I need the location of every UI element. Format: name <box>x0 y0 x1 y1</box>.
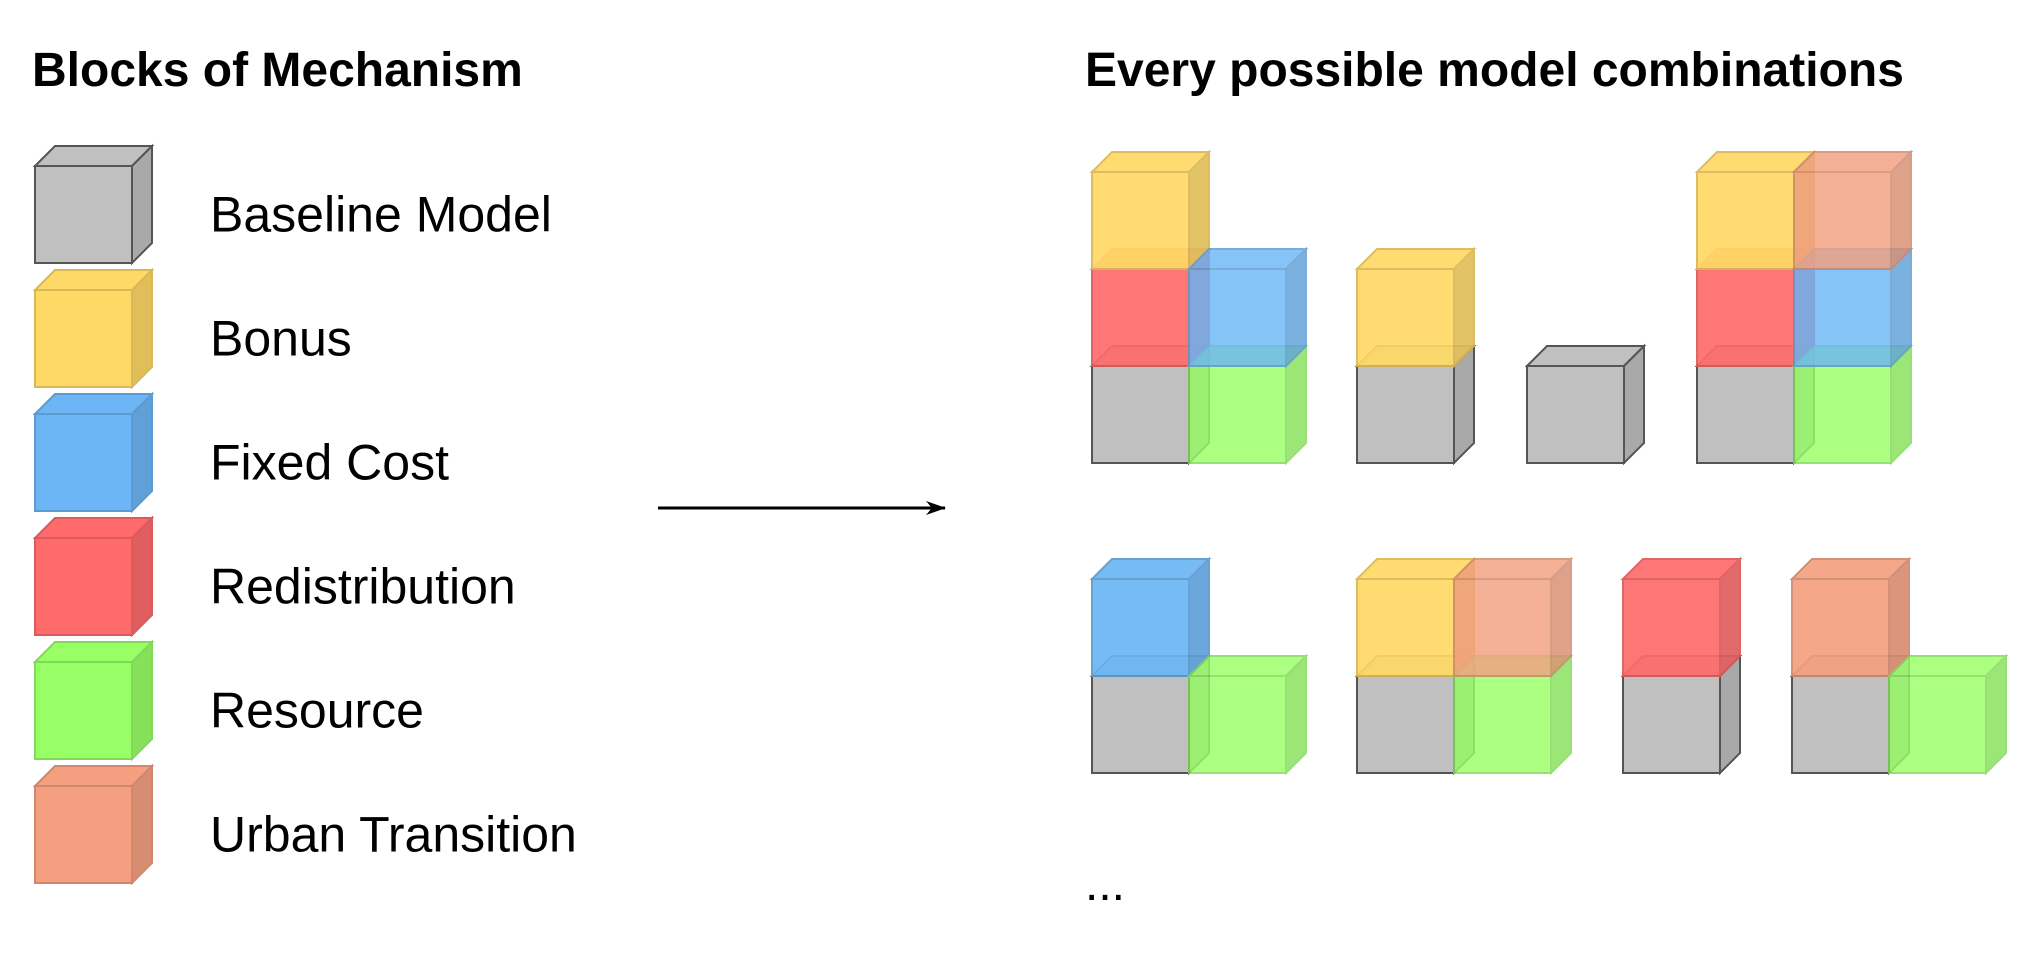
combo-7-cube-redistribution <box>1620 556 1743 679</box>
combination-8 <box>1789 556 2009 776</box>
legend: Baseline Model Bonus Fixed Cost Redistribut… <box>32 143 577 886</box>
legend-label-fixed: Fixed Cost <box>210 435 449 491</box>
legend-cube-urban <box>32 763 155 886</box>
legend-cube-baseline <box>32 143 155 266</box>
combo-5-cube-fixed <box>1089 556 1212 679</box>
combination-2 <box>1354 246 1477 466</box>
combo-3-cube-baseline <box>1524 343 1647 466</box>
combination-3 <box>1524 343 1647 466</box>
combo-1-cube-fixed <box>1186 246 1309 369</box>
legend-cube-resource <box>32 639 155 762</box>
more-combinations-ellipsis: ... <box>1085 858 1125 911</box>
left-title: Blocks of Mechanism <box>32 44 523 97</box>
combination-1 <box>1089 149 1309 466</box>
combo-2-cube-bonus <box>1354 246 1477 369</box>
combination-6 <box>1354 556 1574 776</box>
combo-5-cube-resource <box>1186 653 1309 776</box>
combination-4 <box>1694 149 1914 466</box>
combo-8-cube-resource <box>1886 653 2009 776</box>
combination-7 <box>1620 556 1743 776</box>
combination-5 <box>1089 556 1309 776</box>
combo-6-cube-urban <box>1451 556 1574 679</box>
legend-label-urban: Urban Transition <box>210 807 577 863</box>
legend-cube-bonus <box>32 267 155 390</box>
legend-label-bonus: Bonus <box>210 311 352 367</box>
combo-1-cube-bonus <box>1089 149 1212 272</box>
legend-cube-redistribution <box>32 515 155 638</box>
model-combinations <box>1089 149 2009 776</box>
right-title: Every possible model combinations <box>1085 44 1904 97</box>
legend-label-baseline: Baseline Model <box>210 187 552 243</box>
legend-label-resource: Resource <box>210 683 424 739</box>
legend-cube-fixed <box>32 391 155 514</box>
combo-4-cube-urban <box>1791 149 1914 272</box>
combo-1-cube-resource <box>1186 343 1309 466</box>
legend-label-redistribution: Redistribution <box>210 559 516 615</box>
combo-8-cube-urban <box>1789 556 1912 679</box>
